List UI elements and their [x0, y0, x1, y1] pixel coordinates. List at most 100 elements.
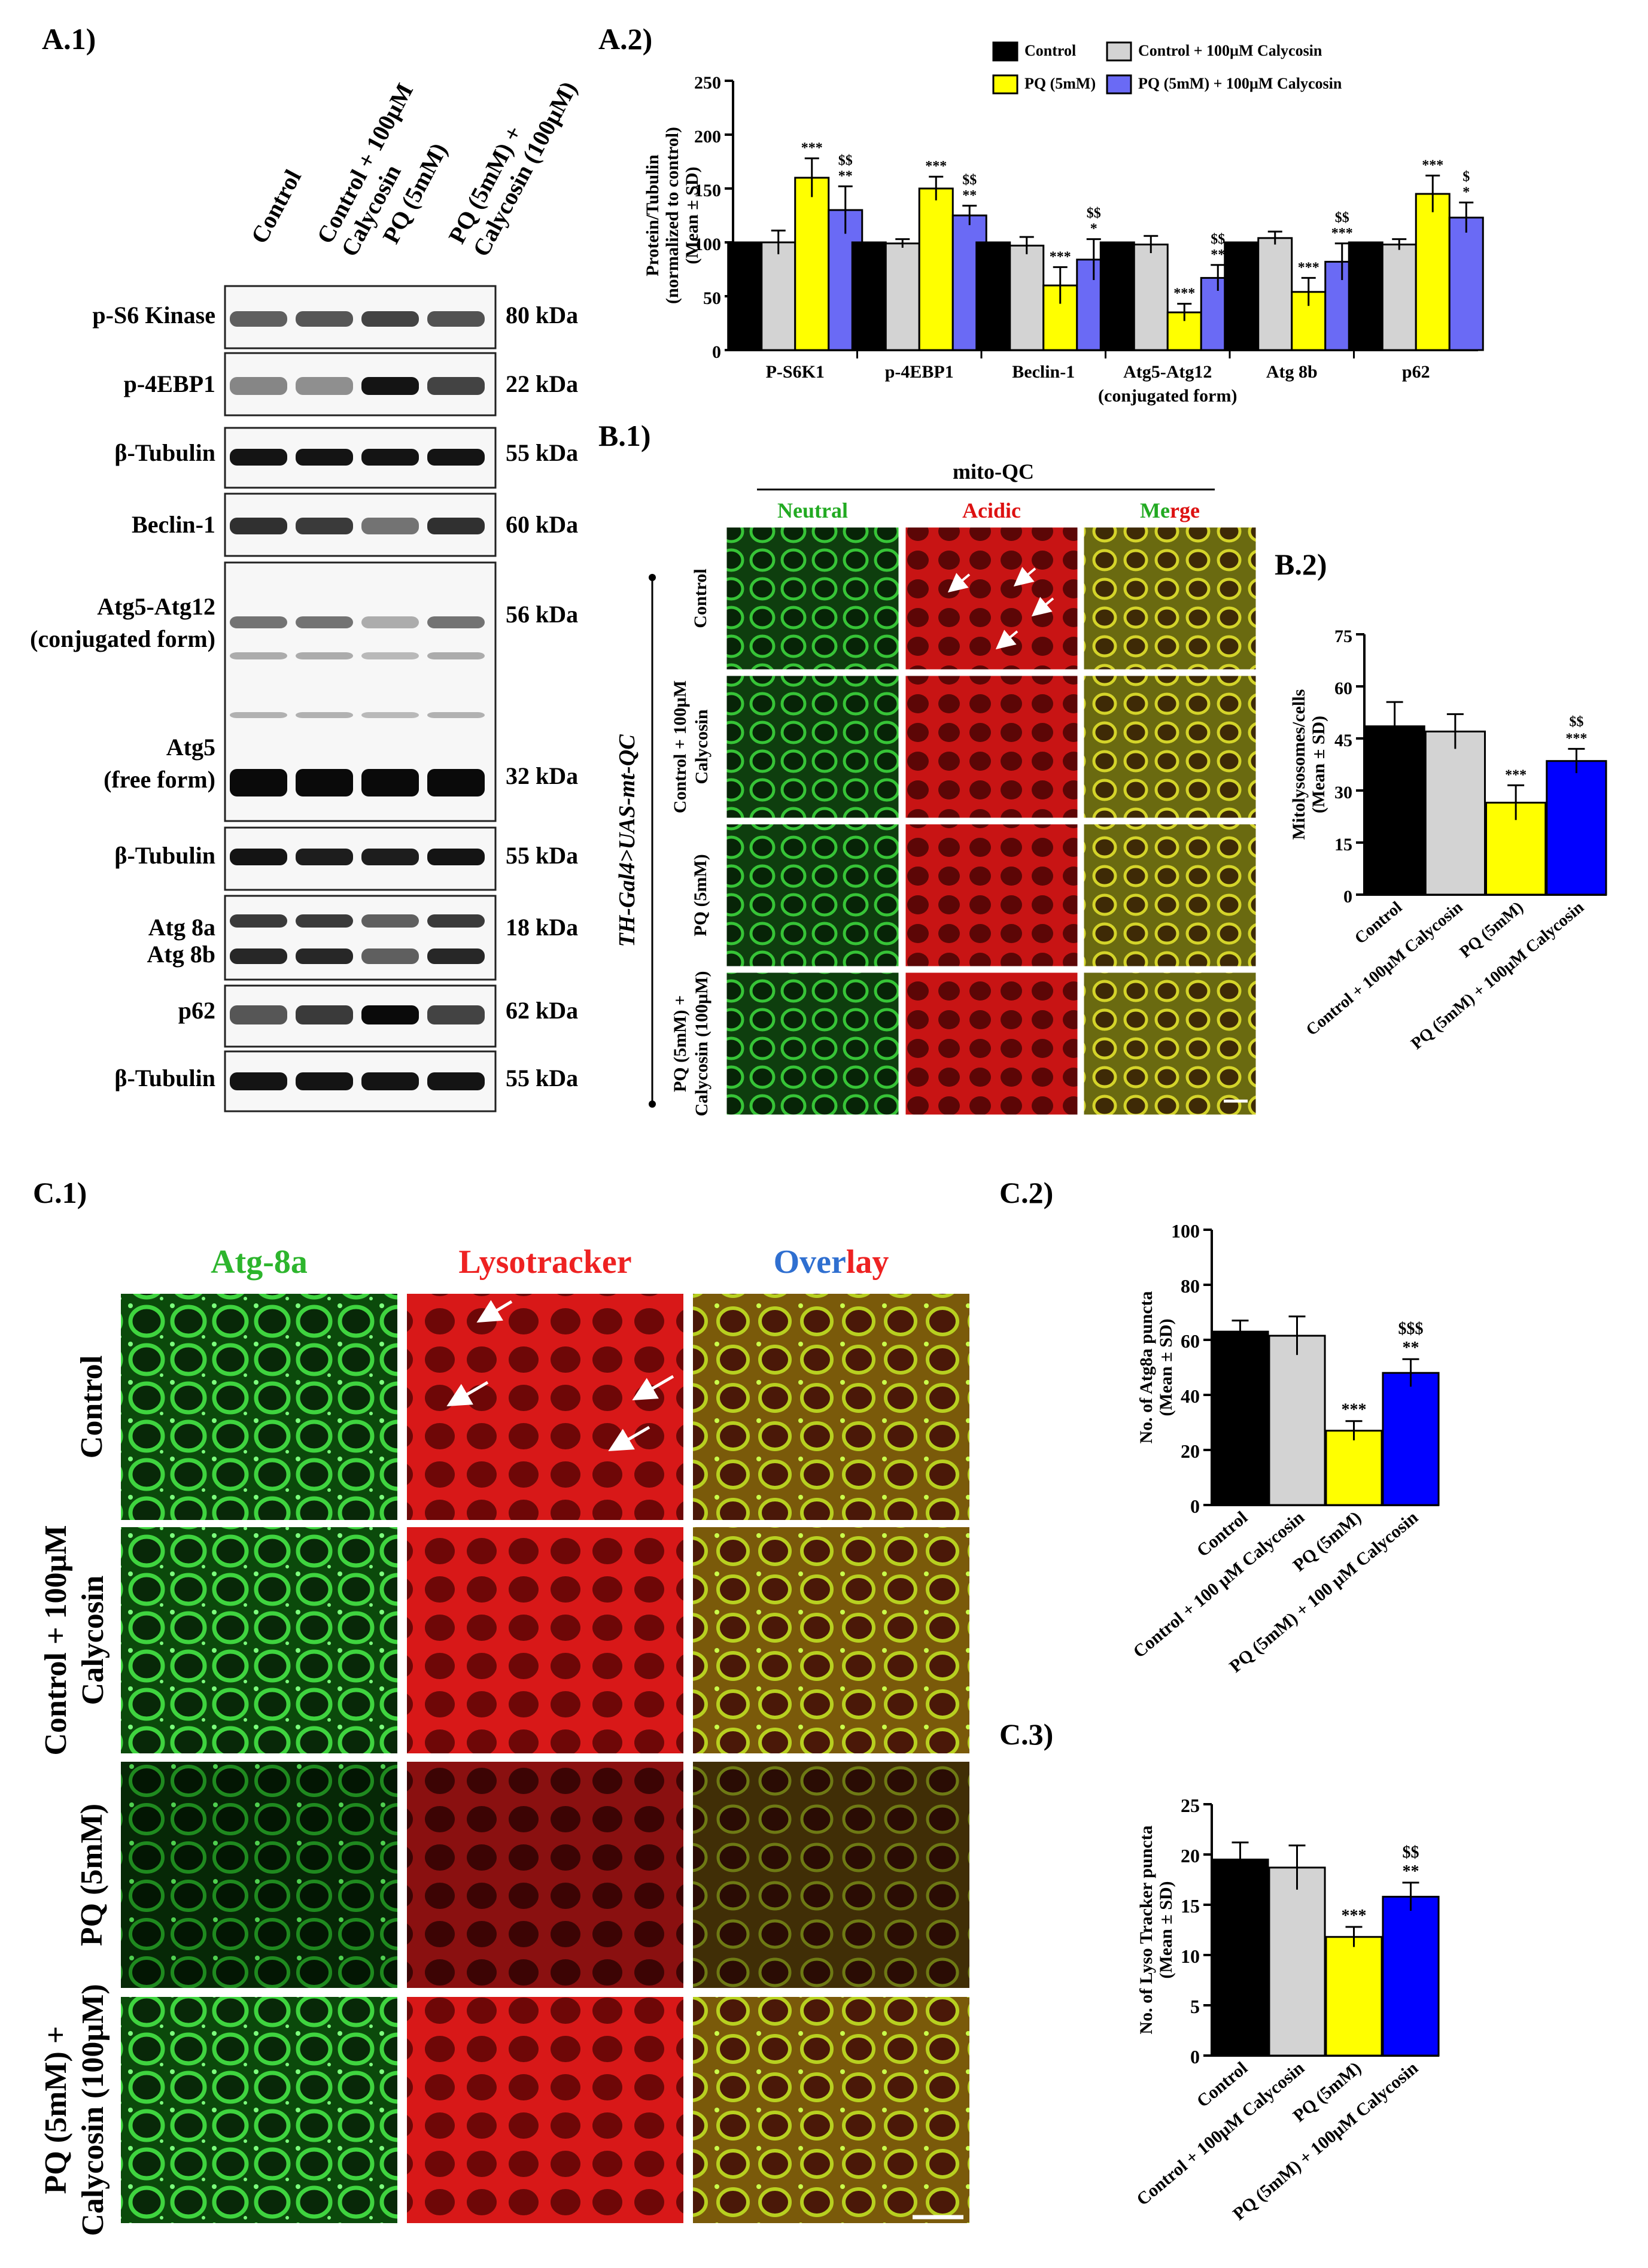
band-atg5-free — [230, 769, 287, 796]
bar — [1099, 241, 1135, 351]
arrow-annotation — [1013, 567, 1036, 587]
micrograph-tile — [118, 1525, 400, 1756]
y-tick-label: 20 — [1181, 1440, 1200, 1462]
y-tick-label: 30 — [1334, 783, 1352, 802]
band-p62 — [230, 1005, 287, 1024]
band-faint — [230, 712, 287, 718]
band-beclin1 — [361, 518, 419, 534]
band-tubulin — [296, 1072, 353, 1090]
y-tick-label: 40 — [1181, 1385, 1200, 1407]
legend-label: PQ (5mM) — [1024, 75, 1096, 92]
significance-label: *** — [1505, 767, 1527, 783]
band-ps6k — [296, 311, 353, 327]
arrow-annotation — [608, 1425, 650, 1452]
band-p4ebp1 — [427, 377, 485, 395]
band-atg8b — [427, 948, 485, 964]
arrow-annotation — [446, 1381, 489, 1407]
micrograph-tile — [691, 1291, 972, 1522]
micrograph-tile — [725, 525, 901, 671]
arrow-annotation — [947, 573, 971, 593]
blot-row-label: β-Tubulin — [114, 439, 215, 466]
band-beclin1 — [296, 518, 353, 534]
band-atg5-free — [361, 769, 419, 796]
band-tubulin — [361, 849, 419, 865]
bracket-end — [649, 574, 656, 581]
band-tubulin — [296, 849, 353, 865]
band-atg5-atg12 — [427, 616, 485, 628]
kda-label: 56 kDa — [506, 601, 578, 628]
band-beclin1 — [427, 518, 485, 534]
bar — [1268, 1334, 1326, 1506]
bar — [1211, 1858, 1269, 2057]
band-faint — [296, 652, 353, 659]
significance-label: *** — [1342, 1907, 1367, 1925]
kda-label: 55 kDa — [506, 842, 578, 869]
row-label: PQ (5mM) — [691, 854, 710, 936]
blot-row-label: β-Tubulin — [114, 1065, 215, 1092]
band-p62 — [361, 1005, 419, 1024]
legend-swatch — [1106, 74, 1132, 95]
lane-label: Control — [245, 165, 306, 248]
legend-swatch — [992, 41, 1018, 62]
blot-row-label: p62 — [178, 997, 215, 1024]
x-category-label: Control — [1351, 898, 1406, 948]
bar — [1257, 237, 1293, 351]
band-atg5-atg12 — [296, 616, 353, 628]
bar — [1448, 217, 1484, 351]
bar — [918, 187, 954, 351]
band-tubulin — [296, 449, 353, 466]
y-tick-label: 5 — [1190, 1996, 1200, 2017]
band-p4ebp1 — [296, 377, 353, 395]
bar — [1415, 193, 1451, 351]
y-tick-label: 0 — [1190, 2046, 1200, 2068]
band-atg5-atg12 — [361, 616, 419, 628]
y-tick-label: 80 — [1181, 1275, 1200, 1297]
bar — [975, 241, 1011, 351]
kda-label: 22 kDa — [506, 370, 578, 397]
band-p62 — [427, 1005, 485, 1024]
micrograph-tile — [691, 1759, 972, 1990]
bar — [1224, 241, 1260, 351]
significance-label: * — [1090, 221, 1097, 237]
micrograph-tile — [725, 674, 901, 820]
significance-label: * — [1462, 184, 1470, 200]
micrograph-tile — [405, 1291, 686, 1522]
y-tick-label: 75 — [1334, 627, 1352, 646]
y-tick-label: 200 — [694, 127, 721, 147]
bar — [851, 241, 887, 351]
group-title: mito-QC — [953, 460, 1034, 484]
band-tubulin — [427, 849, 485, 865]
legend-swatch — [992, 74, 1018, 95]
band-tubulin — [361, 1072, 419, 1090]
micrograph-tile — [118, 1759, 400, 1990]
micrograph-tile — [1082, 822, 1258, 968]
column-title: Merge — [1140, 498, 1200, 522]
bar — [1424, 730, 1486, 896]
arrow-annotation — [995, 630, 1018, 650]
x-category-label: Atg5-Atg12 (conjugated form) — [1098, 362, 1237, 406]
micrograph-tile — [691, 1525, 972, 1756]
x-category-label: p-4EBP1 — [885, 362, 954, 382]
y-axis-label: Mitolysosomes/cells(Mean ± SD) — [1289, 689, 1328, 840]
significance-label: ** — [1211, 247, 1225, 263]
column-title: Atg-8a — [211, 1244, 308, 1281]
kda-label: 55 kDa — [506, 1065, 578, 1092]
y-tick-label: 60 — [1334, 679, 1352, 698]
bar — [727, 241, 763, 351]
significance-label: $$ — [1087, 206, 1101, 221]
y-axis-label: No. of Lyso Tracker puncta(Mean ± SD) — [1136, 1825, 1176, 2034]
y-tick-label: 15 — [1181, 1895, 1200, 1917]
band-faint — [230, 652, 287, 659]
x-category-label: Atg 8b — [1266, 362, 1318, 382]
chart-a2: 0 50 100 150 200 250 Protein/Tubulin(normalize… — [643, 41, 1484, 406]
band-ps6k — [361, 311, 419, 327]
kda-label: 60 kDa — [506, 511, 578, 538]
micrograph-tile — [725, 971, 901, 1117]
bar — [1009, 244, 1045, 351]
kda-label: 80 kDa — [506, 302, 578, 329]
micrograph-tile — [405, 1525, 686, 1756]
bar — [1325, 1936, 1383, 2057]
band-faint — [361, 652, 419, 659]
bar — [1381, 244, 1417, 351]
